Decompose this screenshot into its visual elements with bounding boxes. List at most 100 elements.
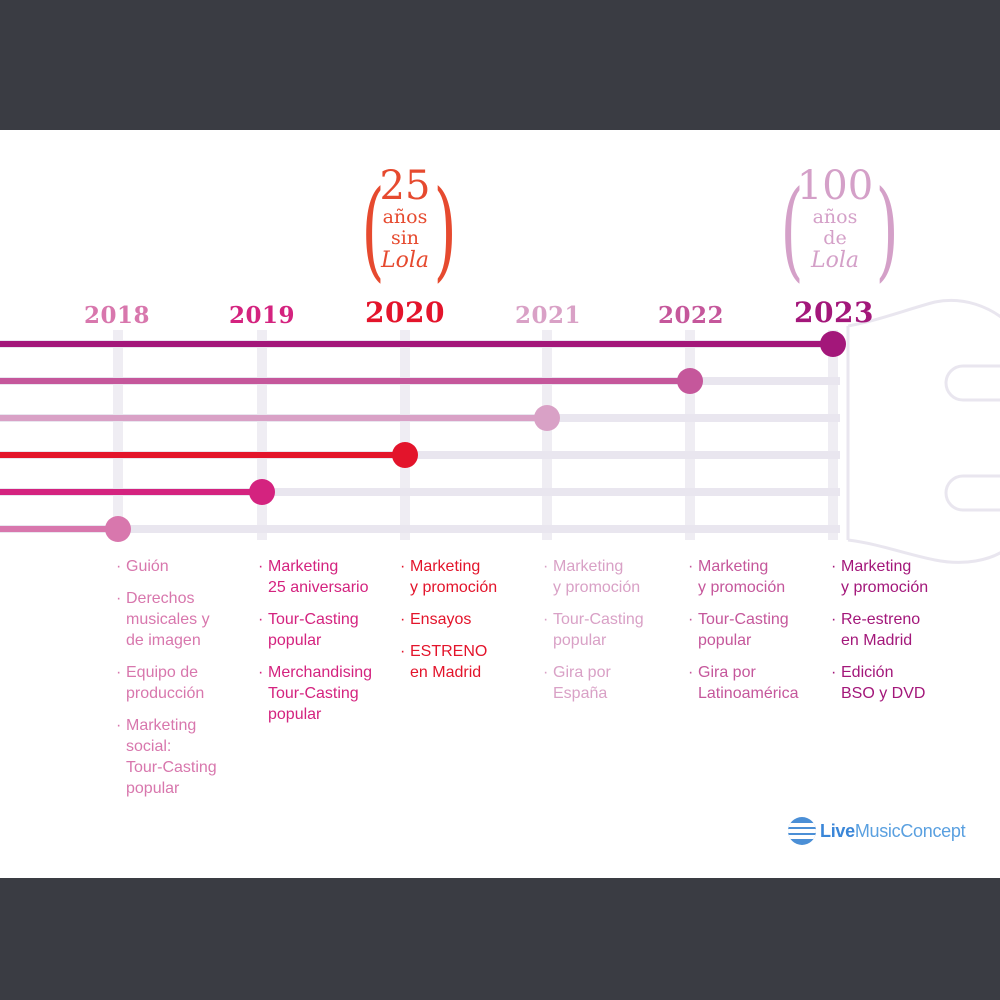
progress-line-2022 (0, 378, 690, 384)
fret-2020 (400, 330, 410, 540)
task-line: Tour-Casting (268, 685, 359, 702)
year-label-2019: 2019 (228, 302, 296, 329)
task-item: · Marketing social: Tour-Casting popular (116, 715, 256, 799)
tuning-peg-upper (944, 364, 1000, 402)
bullet-dot: · (258, 611, 264, 628)
bullet-dot: · (116, 717, 122, 734)
bullet-dot: · (543, 558, 549, 575)
tasks-2018: · Guión · Derechos musicales y de imagen · Equi… (116, 556, 256, 810)
milestone-dot-2018 (105, 516, 131, 542)
task-line: Gira por (698, 664, 756, 681)
task-line: Marketing (698, 558, 769, 575)
progress-line-2023 (0, 341, 833, 347)
anniversary-100-line3: Lola (810, 248, 859, 273)
bullet-dot: · (688, 558, 694, 575)
task-line: popular (268, 706, 322, 723)
task-line: popular (553, 632, 607, 649)
bullet-dot: · (116, 590, 122, 607)
year-label-2021: 2021 (514, 302, 582, 329)
task-line: y promoción (553, 579, 641, 596)
milestone-dot-2023 (820, 331, 846, 357)
tasks-2023: · Marketing y promoción · Re-estreno en Madri… (831, 556, 971, 715)
task-item: · Merchandising Tour-Casting popular (258, 662, 398, 725)
tasks-2022: · Marketing y promoción · Tour-Casting popula… (688, 556, 828, 715)
tasks-2019: · Marketing 25 aniversario · Tour-Casting pop… (258, 556, 398, 736)
task-line: Ensayos (410, 611, 472, 628)
task-item: · Marketing y promoción (688, 556, 828, 598)
task-line: Marketing (126, 717, 197, 734)
task-item: · Tour-Casting popular (258, 609, 398, 651)
anniversary-25-number: 25 (379, 163, 431, 209)
progress-line-2021 (0, 415, 547, 421)
tasks-2020: · Marketing y promoción · Ensayos · ESTRENO en … (400, 556, 540, 694)
task-item: · Marketing 25 aniversario (258, 556, 398, 598)
bullet-dot: · (831, 664, 837, 681)
task-line: Marketing (553, 558, 624, 575)
task-line: Marketing (268, 558, 339, 575)
tasks-2021: · Marketing y promoción · Tour-Casting popula… (543, 556, 683, 715)
task-item: · Marketing y promoción (543, 556, 683, 598)
anniversary-100-line1: años (812, 206, 858, 228)
bracket-right-open: ( (780, 168, 804, 293)
task-line: popular (268, 632, 322, 649)
task-line: ESTRENO (410, 643, 488, 660)
fret-2019 (257, 330, 267, 540)
task-item: · Marketing y promoción (400, 556, 540, 598)
bracket-right-close: ) (875, 168, 899, 293)
bullet-dot: · (258, 664, 264, 681)
task-item: · Guión (116, 556, 256, 577)
bullet-dot: · (831, 558, 837, 575)
task-line: en Madrid (410, 664, 482, 681)
task-line: social: (126, 738, 172, 755)
task-line: Tour-Casting (553, 611, 644, 628)
task-line: Gira por (553, 664, 611, 681)
task-item: · Tour-Casting popular (688, 609, 828, 651)
task-line: de imagen (126, 632, 201, 649)
bullet-dot: · (831, 611, 837, 628)
bullet-dot: · (688, 611, 694, 628)
progress-line-2019 (0, 489, 262, 495)
logo-text: LiveMusicConcept (820, 820, 966, 841)
milestone-dot-2022 (677, 368, 703, 394)
year-label-2018: 2018 (83, 302, 151, 329)
task-line: musicales y (126, 611, 210, 628)
task-line: España (553, 685, 608, 702)
progress-line-2018 (0, 526, 118, 532)
task-line: 25 aniversario (268, 579, 369, 596)
anniversary-100: 100 años de Lola (780, 166, 890, 272)
task-line: BSO y DVD (841, 685, 926, 702)
task-line: Merchandising (268, 664, 373, 681)
fret-2021 (542, 330, 552, 540)
anniversary-100-line2: de (823, 227, 847, 249)
track-4 (0, 488, 840, 496)
task-line: producción (126, 685, 205, 702)
task-item: · Edición BSO y DVD (831, 662, 971, 704)
bullet-dot: · (688, 664, 694, 681)
milestone-dot-2021 (534, 405, 560, 431)
year-label-2022: 2022 (657, 302, 725, 329)
task-item: · Gira por España (543, 662, 683, 704)
task-line: popular (126, 780, 180, 797)
tuning-peg-lower (944, 474, 1000, 512)
livemusicconcept-logo: LiveMusicConcept (788, 817, 966, 845)
task-line: Edición (841, 664, 894, 681)
task-line: y promoción (410, 579, 498, 596)
bracket-left-open: ( (361, 168, 385, 293)
task-item: · Derechos musicales y de imagen (116, 588, 256, 651)
anniversary-25-line3: Lola (380, 248, 429, 273)
task-line: Re-estreno (841, 611, 921, 628)
bullet-dot: · (543, 664, 549, 681)
task-line: en Madrid (841, 632, 913, 649)
bullet-dot: · (400, 611, 406, 628)
task-line: Tour-Casting (126, 759, 217, 776)
bullet-dot: · (400, 558, 406, 575)
track-3 (0, 451, 840, 459)
task-item: · Gira por Latinoamérica (688, 662, 828, 704)
bullet-dot: · (400, 643, 406, 660)
fret-2023 (828, 330, 838, 540)
task-item: · Re-estreno en Madrid (831, 609, 971, 651)
task-item: · Tour-Casting popular (543, 609, 683, 651)
task-line: Tour-Casting (698, 611, 789, 628)
track-5 (0, 525, 840, 533)
globe-icon (788, 817, 816, 845)
